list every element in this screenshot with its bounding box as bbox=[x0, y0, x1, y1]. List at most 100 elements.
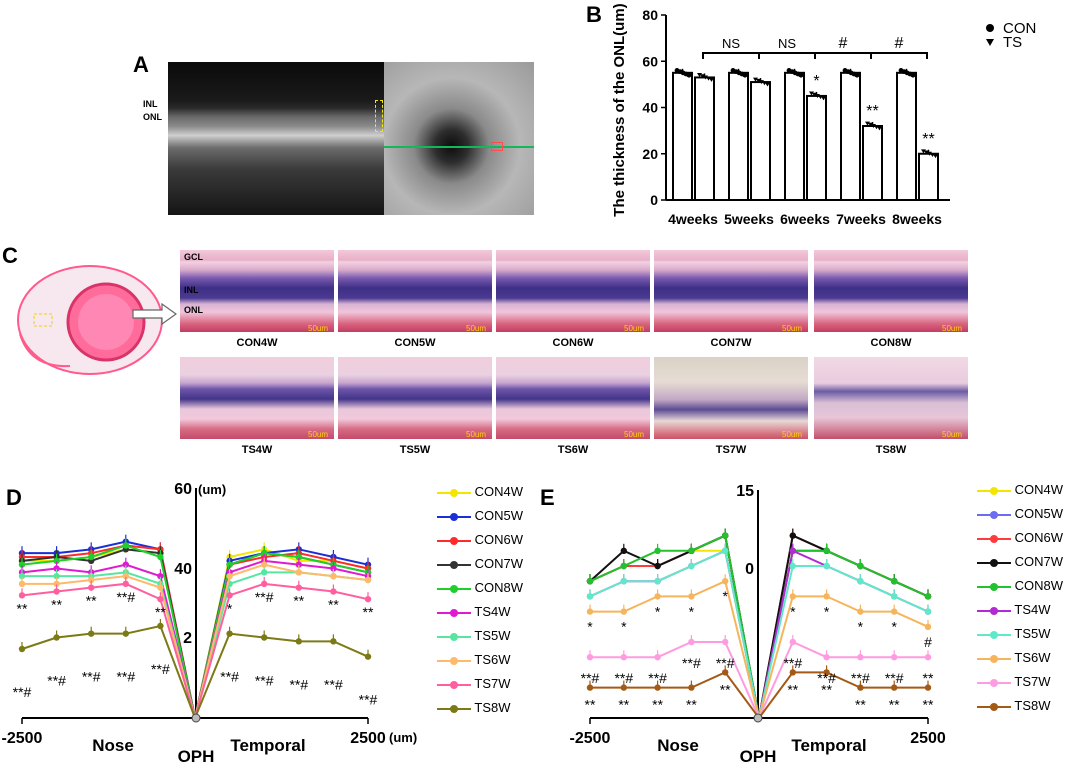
legend-marker bbox=[437, 488, 471, 497]
x-label-nose: Nose bbox=[92, 736, 134, 755]
center-point bbox=[753, 713, 763, 723]
significance-label: ** bbox=[720, 681, 731, 697]
data-point-ts6w bbox=[157, 584, 164, 591]
data-point-ts8w bbox=[53, 634, 60, 641]
legend-item-con8w: CON8W bbox=[977, 578, 1063, 602]
data-point-con8w bbox=[654, 547, 661, 554]
scalebar-label: 50um bbox=[624, 324, 645, 333]
data-point-ts5w bbox=[654, 578, 661, 585]
data-point-con8w bbox=[891, 578, 898, 585]
legend-marker bbox=[977, 678, 1011, 687]
data-point-ts6w bbox=[330, 572, 337, 580]
legend-marker bbox=[977, 654, 1011, 663]
data-point-ts5w bbox=[586, 593, 594, 600]
data-point-ts5w bbox=[722, 547, 729, 554]
significance-label: * bbox=[722, 588, 728, 604]
data-point-ts7w bbox=[122, 580, 129, 588]
data-point-ts8w bbox=[688, 684, 695, 691]
data-point-ts6w bbox=[654, 593, 661, 600]
legend-label: CON8W bbox=[1014, 578, 1064, 593]
lens-core-shape bbox=[78, 294, 134, 350]
legend-label: CON7W bbox=[474, 556, 524, 571]
optic-nerve-shape bbox=[19, 333, 71, 368]
significance-label: **# bbox=[151, 661, 170, 677]
data-point-ts7w bbox=[157, 595, 164, 603]
significance-label: **# bbox=[47, 673, 66, 689]
data-point-ts7w bbox=[924, 654, 932, 661]
legend-item-con8w: CON8W bbox=[437, 580, 523, 604]
significance-label: **# bbox=[116, 589, 135, 605]
scalebar-label: 50um bbox=[942, 430, 963, 439]
significance-label: ** bbox=[86, 593, 97, 609]
data-point-ts6w bbox=[722, 578, 729, 585]
data-point-ts7w bbox=[823, 654, 830, 661]
legend-label: TS7W bbox=[474, 676, 511, 691]
data-point-ts7w bbox=[261, 580, 268, 588]
legend-marker bbox=[977, 558, 1011, 567]
significance-label: **# bbox=[324, 676, 343, 692]
data-point-ts8w bbox=[261, 634, 268, 641]
legend-item-ts6w: TS6W bbox=[437, 652, 523, 676]
legend-item-ts5w: TS5W bbox=[977, 626, 1063, 650]
significance-label: ** bbox=[363, 604, 374, 620]
x-label-oph: OPH bbox=[740, 747, 777, 766]
legend-marker bbox=[437, 656, 471, 665]
significance-label: **# bbox=[783, 655, 802, 671]
data-point-ts7w bbox=[688, 638, 695, 646]
significance-label: * bbox=[227, 600, 233, 616]
data-point-con8w bbox=[53, 557, 60, 565]
data-point-ts6w bbox=[823, 593, 830, 600]
data-point-ts8w bbox=[364, 653, 372, 660]
scalebar-label: 50um bbox=[308, 430, 329, 439]
legend-marker bbox=[437, 560, 471, 569]
data-point-con8w bbox=[924, 593, 932, 600]
data-point-ts4w bbox=[122, 561, 129, 568]
data-point-ts6w bbox=[688, 593, 695, 600]
data-point-ts8w bbox=[654, 684, 661, 691]
significance-label: ** bbox=[293, 593, 304, 609]
histo-ts5w bbox=[338, 357, 492, 439]
caption-con4w: CON4W bbox=[236, 337, 278, 349]
significance-label: **# bbox=[13, 684, 32, 700]
x-label-temporal: Temporal bbox=[230, 736, 305, 755]
legend-marker bbox=[437, 512, 471, 521]
data-point-con7w bbox=[789, 532, 796, 539]
significance-label: ** bbox=[51, 597, 62, 613]
significance-label: * bbox=[790, 603, 796, 619]
data-point-ts7w bbox=[620, 654, 627, 661]
data-point-ts7w bbox=[586, 654, 594, 661]
data-point-ts5w bbox=[688, 562, 695, 570]
significance-label: **# bbox=[255, 673, 274, 689]
data-point-ts8w bbox=[157, 622, 164, 630]
significance-label: ** bbox=[652, 697, 663, 713]
significance-label: * bbox=[824, 603, 830, 619]
legend-marker bbox=[977, 534, 1011, 543]
legend-label: TS8W bbox=[474, 700, 511, 715]
arrow-right-icon bbox=[132, 303, 177, 325]
legend-item-con5w: CON5W bbox=[437, 508, 523, 532]
significance-label: * bbox=[858, 619, 864, 635]
data-point-ts8w bbox=[620, 684, 627, 691]
data-point-ts5w bbox=[620, 578, 627, 585]
data-point-ts7w bbox=[18, 592, 26, 599]
fundus-image bbox=[384, 62, 534, 215]
legend-item-ts4w: TS4W bbox=[437, 604, 523, 628]
significance-label: **# bbox=[885, 670, 904, 686]
data-point-ts7w bbox=[88, 584, 95, 591]
histo-onl-label: ONL bbox=[184, 305, 203, 315]
x-unit: (um) bbox=[389, 730, 417, 745]
caption-ts7w: TS7W bbox=[715, 444, 747, 456]
data-point-con8w bbox=[722, 532, 729, 539]
oct-onl-label: ONL bbox=[143, 112, 162, 122]
data-point-ts7w bbox=[364, 595, 372, 603]
significance-label: * bbox=[655, 603, 661, 619]
panel-a-label: A bbox=[133, 52, 149, 77]
significance-label: **# bbox=[614, 670, 633, 686]
legend-marker bbox=[977, 486, 1011, 495]
oct-bscan bbox=[168, 62, 384, 215]
scalebar-label: 50um bbox=[942, 324, 963, 333]
y-tick-mid: 40 bbox=[174, 561, 192, 578]
significance-label: **# bbox=[289, 676, 308, 692]
legend-label: TS7W bbox=[1014, 674, 1051, 689]
y-tick-low: 2 bbox=[183, 630, 192, 647]
